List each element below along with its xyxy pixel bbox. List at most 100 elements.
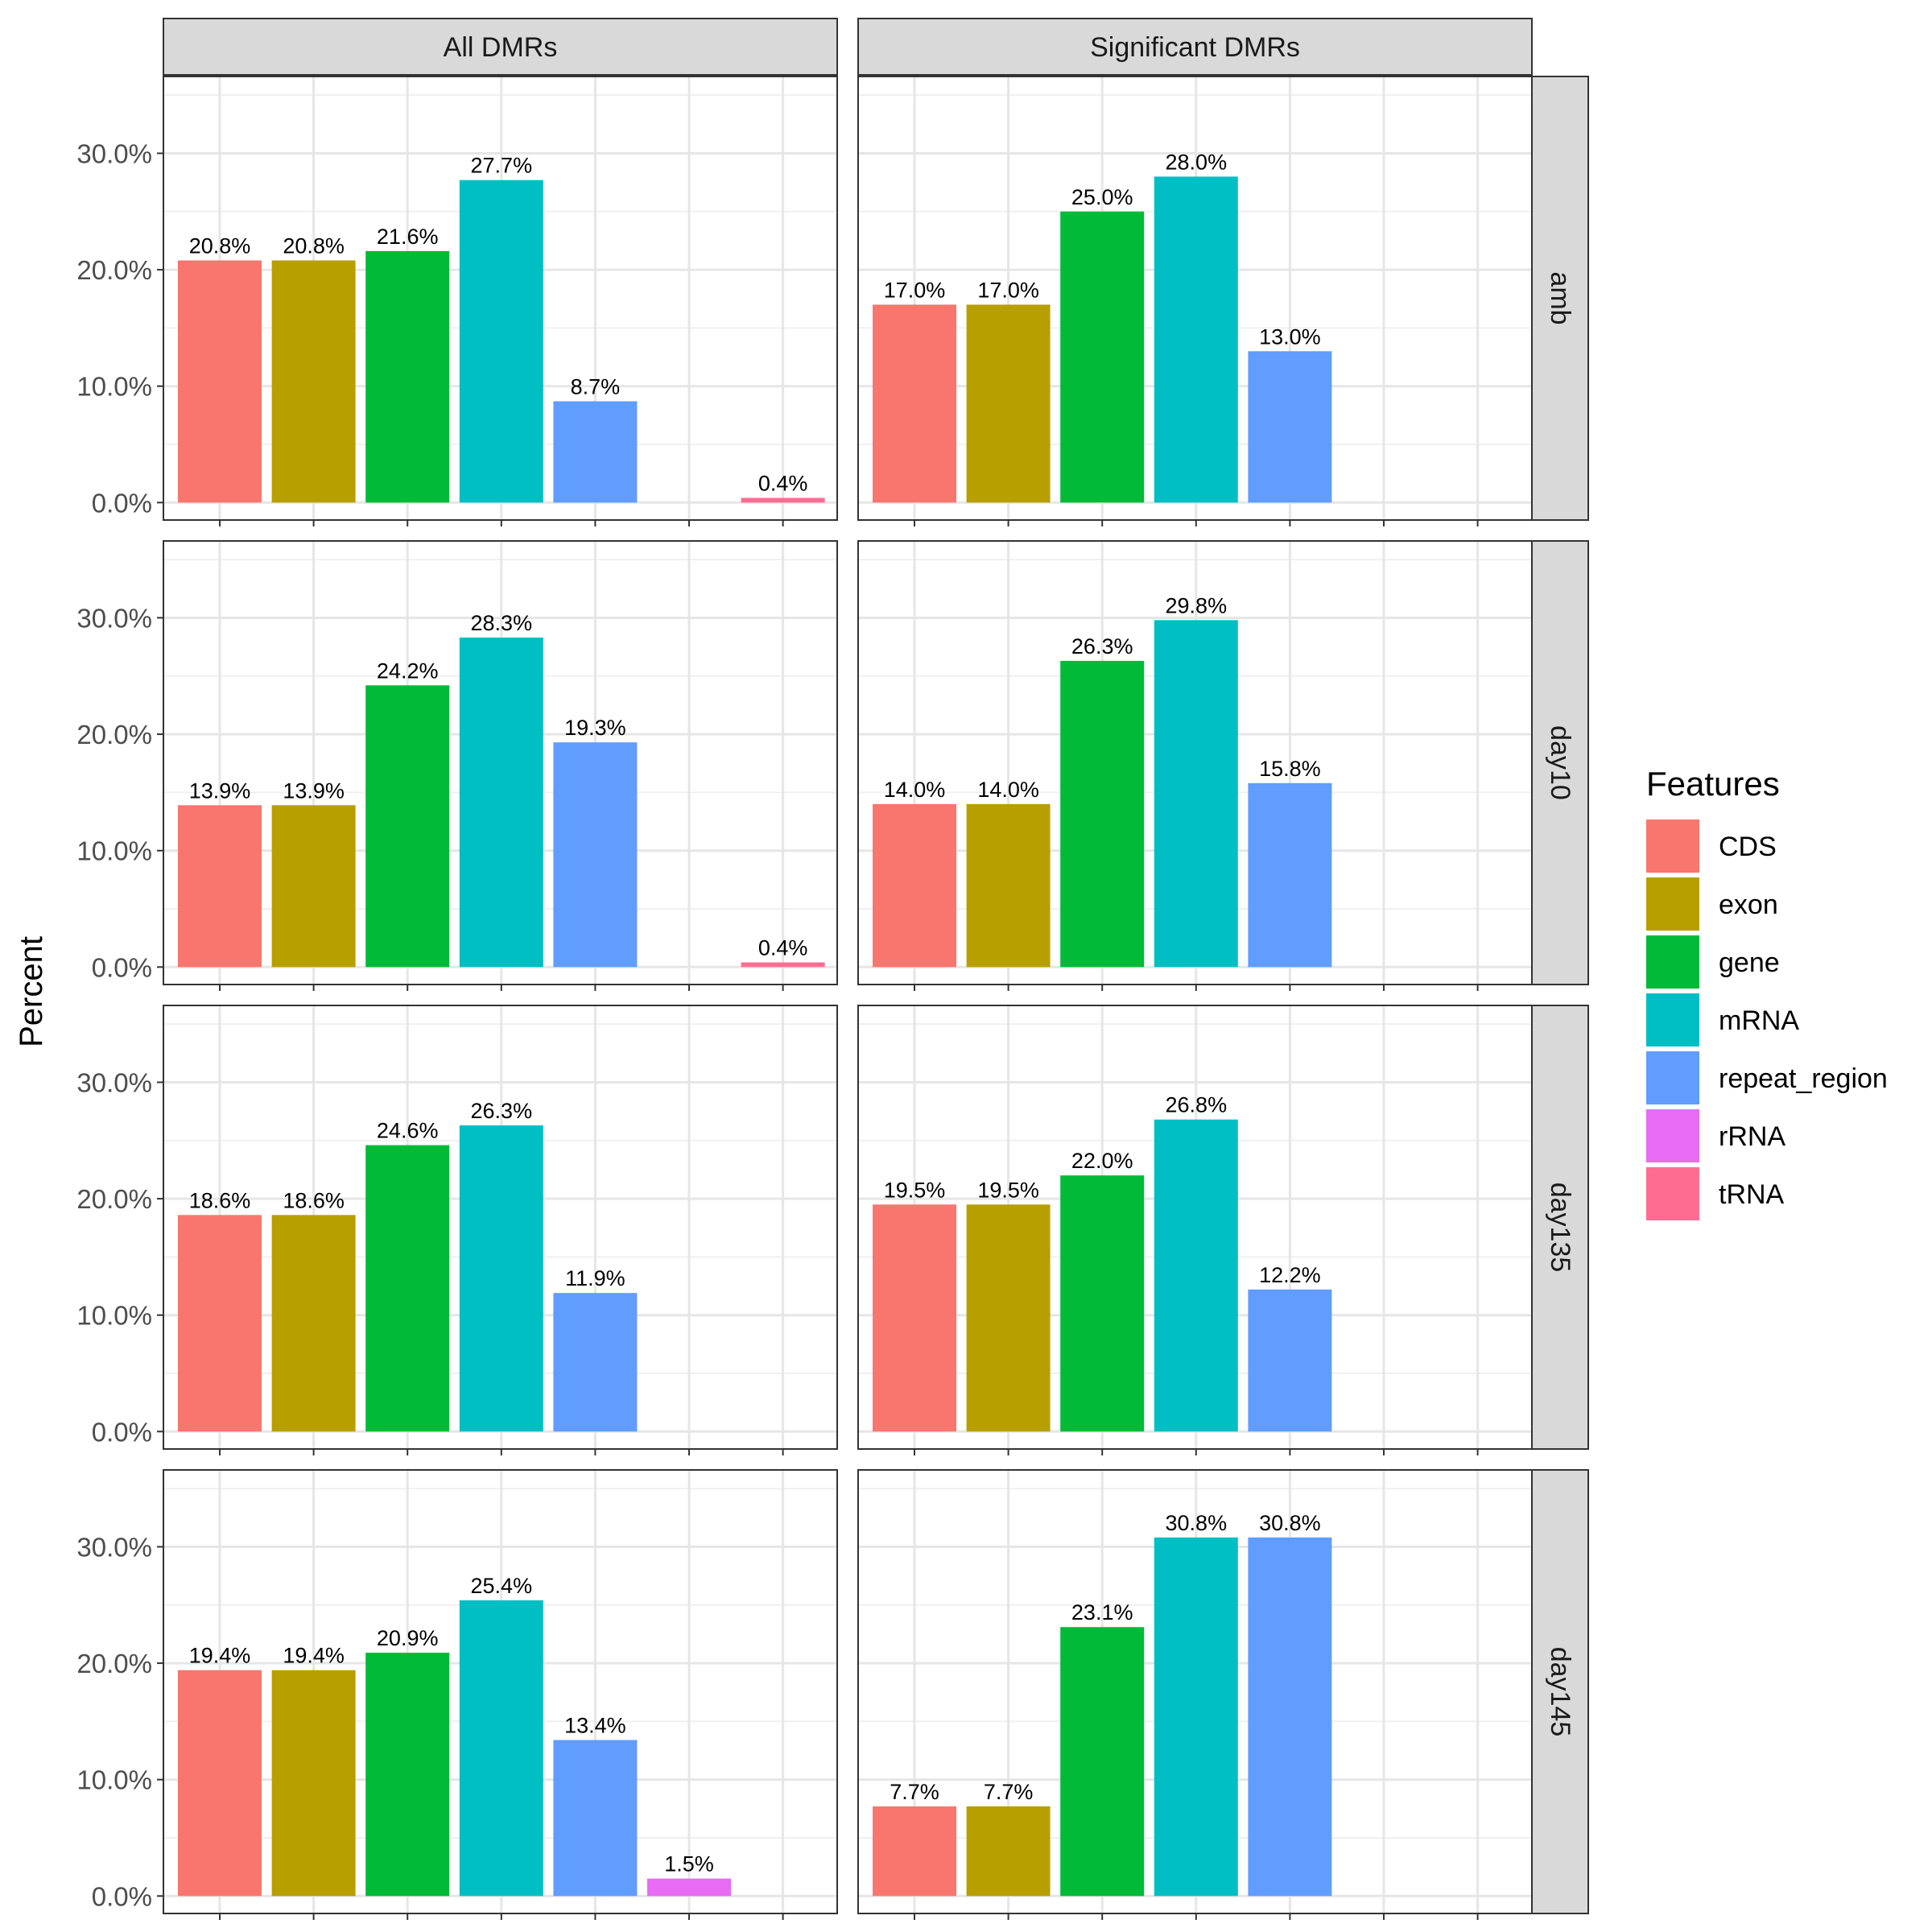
- bar-mRNA: [1154, 176, 1238, 503]
- legend-item: CDS: [1646, 819, 1777, 873]
- panel: 13.9% 13.9% 24.2% 28.3% 19.3% 0.4% 0.0% 10.0% 20…: [76, 540, 838, 991]
- panel: 14.0% 14.0% 26.3% 29.8% 15.8%: [857, 540, 1533, 991]
- bar-repeat_region: [1248, 1537, 1332, 1897]
- bar-value-label: 26.3%: [471, 1099, 533, 1123]
- y-tick-label: 10.0%: [76, 372, 152, 402]
- legend-item: exon: [1646, 877, 1778, 931]
- y-tick-label: 30.0%: [76, 603, 152, 633]
- bar-value-label: 0.4%: [758, 472, 808, 496]
- y-tick-label: 20.0%: [76, 720, 152, 749]
- bar-value-label: 14.0%: [884, 778, 946, 802]
- legend-title: Features: [1646, 765, 1780, 803]
- row-strip-label: day145: [1545, 1647, 1575, 1737]
- bar-value-label: 8.7%: [571, 374, 621, 398]
- bar-value-label: 24.6%: [377, 1119, 439, 1143]
- bar-value-label: 27.7%: [471, 154, 533, 178]
- bar-repeat_region: [553, 401, 638, 503]
- row-strip: [1531, 540, 1589, 985]
- bar-mRNA: [1154, 1537, 1238, 1897]
- row-strip-label: day10: [1545, 725, 1575, 800]
- bar-repeat_region: [1248, 351, 1332, 503]
- bar-tRNA: [741, 497, 825, 503]
- column-strip-label: Significant DMRs: [1090, 32, 1300, 63]
- legend-label: CDS: [1719, 832, 1777, 862]
- bar-value-label: 1.5%: [664, 1852, 714, 1876]
- y-tick-label: 0.0%: [92, 1417, 152, 1447]
- bar-CDS: [178, 805, 262, 968]
- bar-CDS: [873, 1204, 956, 1432]
- bar-value-label: 21.6%: [377, 225, 439, 249]
- bar-mRNA: [459, 1600, 543, 1897]
- panel-border: [857, 1005, 1533, 1450]
- bar-mRNA: [1154, 1119, 1238, 1432]
- bar-value-label: 30.8%: [1259, 1511, 1321, 1535]
- bar-exon: [271, 260, 356, 503]
- bar-value-label: 19.5%: [884, 1178, 946, 1202]
- bar-value-label: 19.4%: [189, 1644, 251, 1668]
- bar-value-label: 13.9%: [283, 778, 345, 803]
- row-strip: [1531, 76, 1589, 521]
- bar-repeat_region: [553, 1740, 638, 1897]
- y-tick-label: 0.0%: [92, 488, 152, 518]
- bar-gene: [1060, 660, 1145, 968]
- bar-exon: [966, 304, 1051, 503]
- panel: 20.8% 20.8% 21.6% 27.7% 8.7% 0.4% 0.0% 10.0% 20.…: [76, 76, 838, 526]
- legend-swatch: [1646, 935, 1699, 989]
- column-strip-label: All DMRs: [444, 32, 558, 63]
- legend-item: tRNA: [1646, 1167, 1785, 1220]
- y-tick-label: 30.0%: [76, 1532, 152, 1562]
- y-tick-label: 30.0%: [76, 138, 152, 168]
- row-strip-label: amb: [1545, 271, 1575, 324]
- bar-CDS: [873, 1806, 956, 1897]
- legend-swatch: [1646, 993, 1699, 1046]
- y-tick-label: 20.0%: [76, 1649, 152, 1678]
- legend-swatch: [1646, 819, 1699, 873]
- panel-border: [163, 1005, 838, 1450]
- bar-value-label: 0.4%: [758, 936, 808, 960]
- panel-border: [163, 540, 838, 985]
- bar-value-label: 28.0%: [1166, 150, 1228, 174]
- bar-gene: [1060, 211, 1145, 503]
- bar-value-label: 25.0%: [1071, 185, 1133, 209]
- bar-CDS: [178, 1670, 262, 1897]
- bar-value-label: 20.8%: [283, 233, 345, 258]
- bar-repeat_region: [1248, 782, 1332, 968]
- bar-CDS: [873, 304, 956, 503]
- y-tick-label: 0.0%: [92, 952, 152, 982]
- bar-value-label: 19.4%: [283, 1644, 345, 1668]
- bar-repeat_region: [553, 742, 638, 968]
- bar-exon: [966, 1204, 1051, 1432]
- bar-value-label: 11.9%: [565, 1266, 625, 1290]
- bar-exon: [966, 1806, 1051, 1897]
- y-axis-title: Percent: [14, 936, 49, 1047]
- row-strip-label: day135: [1545, 1183, 1575, 1273]
- bar-gene: [365, 250, 450, 503]
- legend-label: tRNA: [1719, 1179, 1785, 1210]
- panel: 7.7% 7.7% 23.1% 30.8% 30.8%: [857, 1469, 1533, 1920]
- legend-item: rRNA: [1646, 1109, 1785, 1162]
- bar-value-label: 24.2%: [377, 658, 439, 683]
- y-tick-label: 10.0%: [76, 836, 152, 866]
- bar-CDS: [178, 1215, 262, 1432]
- panel-border: [163, 76, 838, 521]
- panel: 17.0% 17.0% 25.0% 28.0% 13.0%: [857, 76, 1533, 526]
- bar-value-label: 13.4%: [564, 1714, 626, 1738]
- bar-value-label: 20.8%: [189, 233, 251, 258]
- bar-value-label: 12.2%: [1259, 1263, 1321, 1287]
- bar-value-label: 30.8%: [1166, 1511, 1228, 1535]
- bar-gene: [1060, 1175, 1145, 1432]
- bar-value-label: 15.8%: [1259, 757, 1321, 781]
- panel: 18.6% 18.6% 24.6% 26.3% 11.9% 0.0% 10.0% 20.0% 3…: [76, 1005, 838, 1455]
- y-tick-label: 0.0%: [92, 1881, 152, 1911]
- legend-label: exon: [1719, 890, 1778, 920]
- panel-border: [857, 540, 1533, 985]
- panel: 19.5% 19.5% 22.0% 26.8% 12.2%: [857, 1005, 1533, 1455]
- bar-value-label: 17.0%: [884, 278, 946, 302]
- bar-value-label: 14.0%: [977, 778, 1039, 802]
- bar-value-label: 26.3%: [1071, 634, 1133, 658]
- bar-rRNA: [647, 1878, 731, 1897]
- legend-label: repeat_region: [1719, 1063, 1888, 1094]
- panel-border: [857, 76, 1533, 521]
- bar-value-label: 25.4%: [471, 1574, 533, 1598]
- bar-value-label: 29.8%: [1166, 593, 1228, 617]
